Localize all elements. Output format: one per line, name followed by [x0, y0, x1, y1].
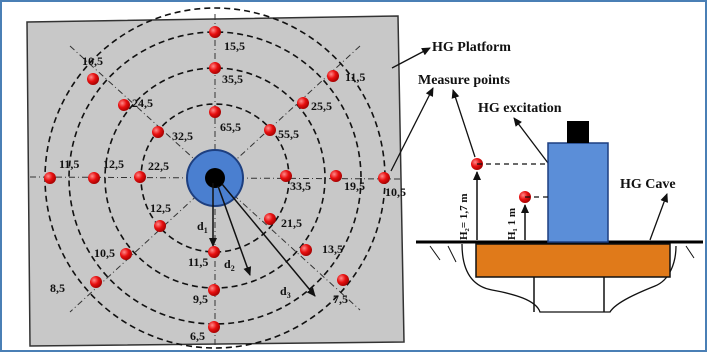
center-shaft	[205, 168, 225, 188]
point-label: 65,5	[220, 120, 241, 134]
point-label: 6,5	[190, 329, 205, 343]
ground-hatch	[429, 245, 695, 263]
point-dot	[280, 170, 292, 182]
cave-block	[475, 243, 671, 278]
point-label: 25,5	[311, 99, 332, 113]
point-dot	[209, 26, 221, 38]
label-hg-platform: HG Platform	[432, 40, 511, 55]
point-dot	[152, 126, 164, 138]
point-label: 21,5	[281, 216, 302, 230]
label-measure-points: Measure points	[418, 73, 510, 88]
point-dot	[300, 244, 312, 256]
point-dot	[88, 172, 100, 184]
point-dot	[44, 172, 56, 184]
point-label: 15,5	[224, 39, 245, 53]
point-label: 10,5	[82, 54, 103, 68]
point-label: 11,5	[188, 255, 208, 269]
point-dot	[327, 70, 339, 82]
distance-arrows	[209, 183, 316, 297]
d1-label: d1	[197, 219, 208, 235]
point-label: 32,5	[172, 129, 193, 143]
point-dot	[87, 73, 99, 85]
excitation-cap	[567, 121, 589, 143]
d2-label: d2	[224, 257, 235, 273]
point-label: 33,5	[290, 179, 311, 193]
point-dot	[134, 171, 146, 183]
point-dot	[264, 124, 276, 136]
point-label: 12,5	[150, 201, 171, 215]
point-label: 55,5	[278, 127, 299, 141]
point-dot	[209, 62, 221, 74]
height-guides	[477, 163, 548, 198]
point-dot	[297, 97, 309, 109]
point-label: 13,5	[322, 242, 343, 256]
point-label: 7,5	[333, 292, 348, 306]
ring-3	[68, 31, 362, 325]
point-label: 35,5	[222, 72, 243, 86]
point-label: 12,5	[103, 157, 124, 171]
point-dot	[209, 106, 221, 118]
point-dot	[337, 274, 349, 286]
point-label: 10,5	[385, 185, 406, 199]
d3-label: d3	[280, 284, 291, 300]
point-label: 8,5	[50, 281, 65, 295]
point-dot	[90, 276, 102, 288]
cave-pit	[533, 277, 605, 312]
point-label: 19,5	[344, 179, 365, 193]
point-dot	[330, 170, 342, 182]
h2-label: H₂= 1,7 m	[458, 193, 470, 240]
point-dot	[208, 321, 220, 333]
point-label: 9,5	[193, 292, 208, 306]
point-label: 22,5	[148, 159, 169, 173]
point-dot	[208, 284, 220, 296]
callout-leaders	[390, 47, 668, 241]
point-label: 10,5	[94, 246, 115, 260]
point-dot	[208, 246, 220, 258]
h1-label: H₁ 1 m	[506, 208, 518, 240]
point-dot	[118, 99, 130, 111]
point-dot	[120, 248, 132, 260]
height-arrows	[473, 171, 529, 240]
point-dot	[264, 213, 276, 225]
point-dot	[154, 220, 166, 232]
excitation-block	[547, 142, 609, 243]
point-label: 11,5	[59, 157, 79, 171]
cave-outline	[461, 243, 677, 313]
point-dot	[378, 172, 390, 184]
point-label: 24,5	[132, 96, 153, 110]
measure-points: 15,5 35,5 65,5 11,5 25,5 55,5 10,5 19,5 …	[44, 26, 406, 343]
label-hg-cave: HG Cave	[620, 177, 676, 192]
point-label: 11,5	[345, 70, 365, 84]
label-hg-excitation: HG excitation	[478, 101, 562, 116]
